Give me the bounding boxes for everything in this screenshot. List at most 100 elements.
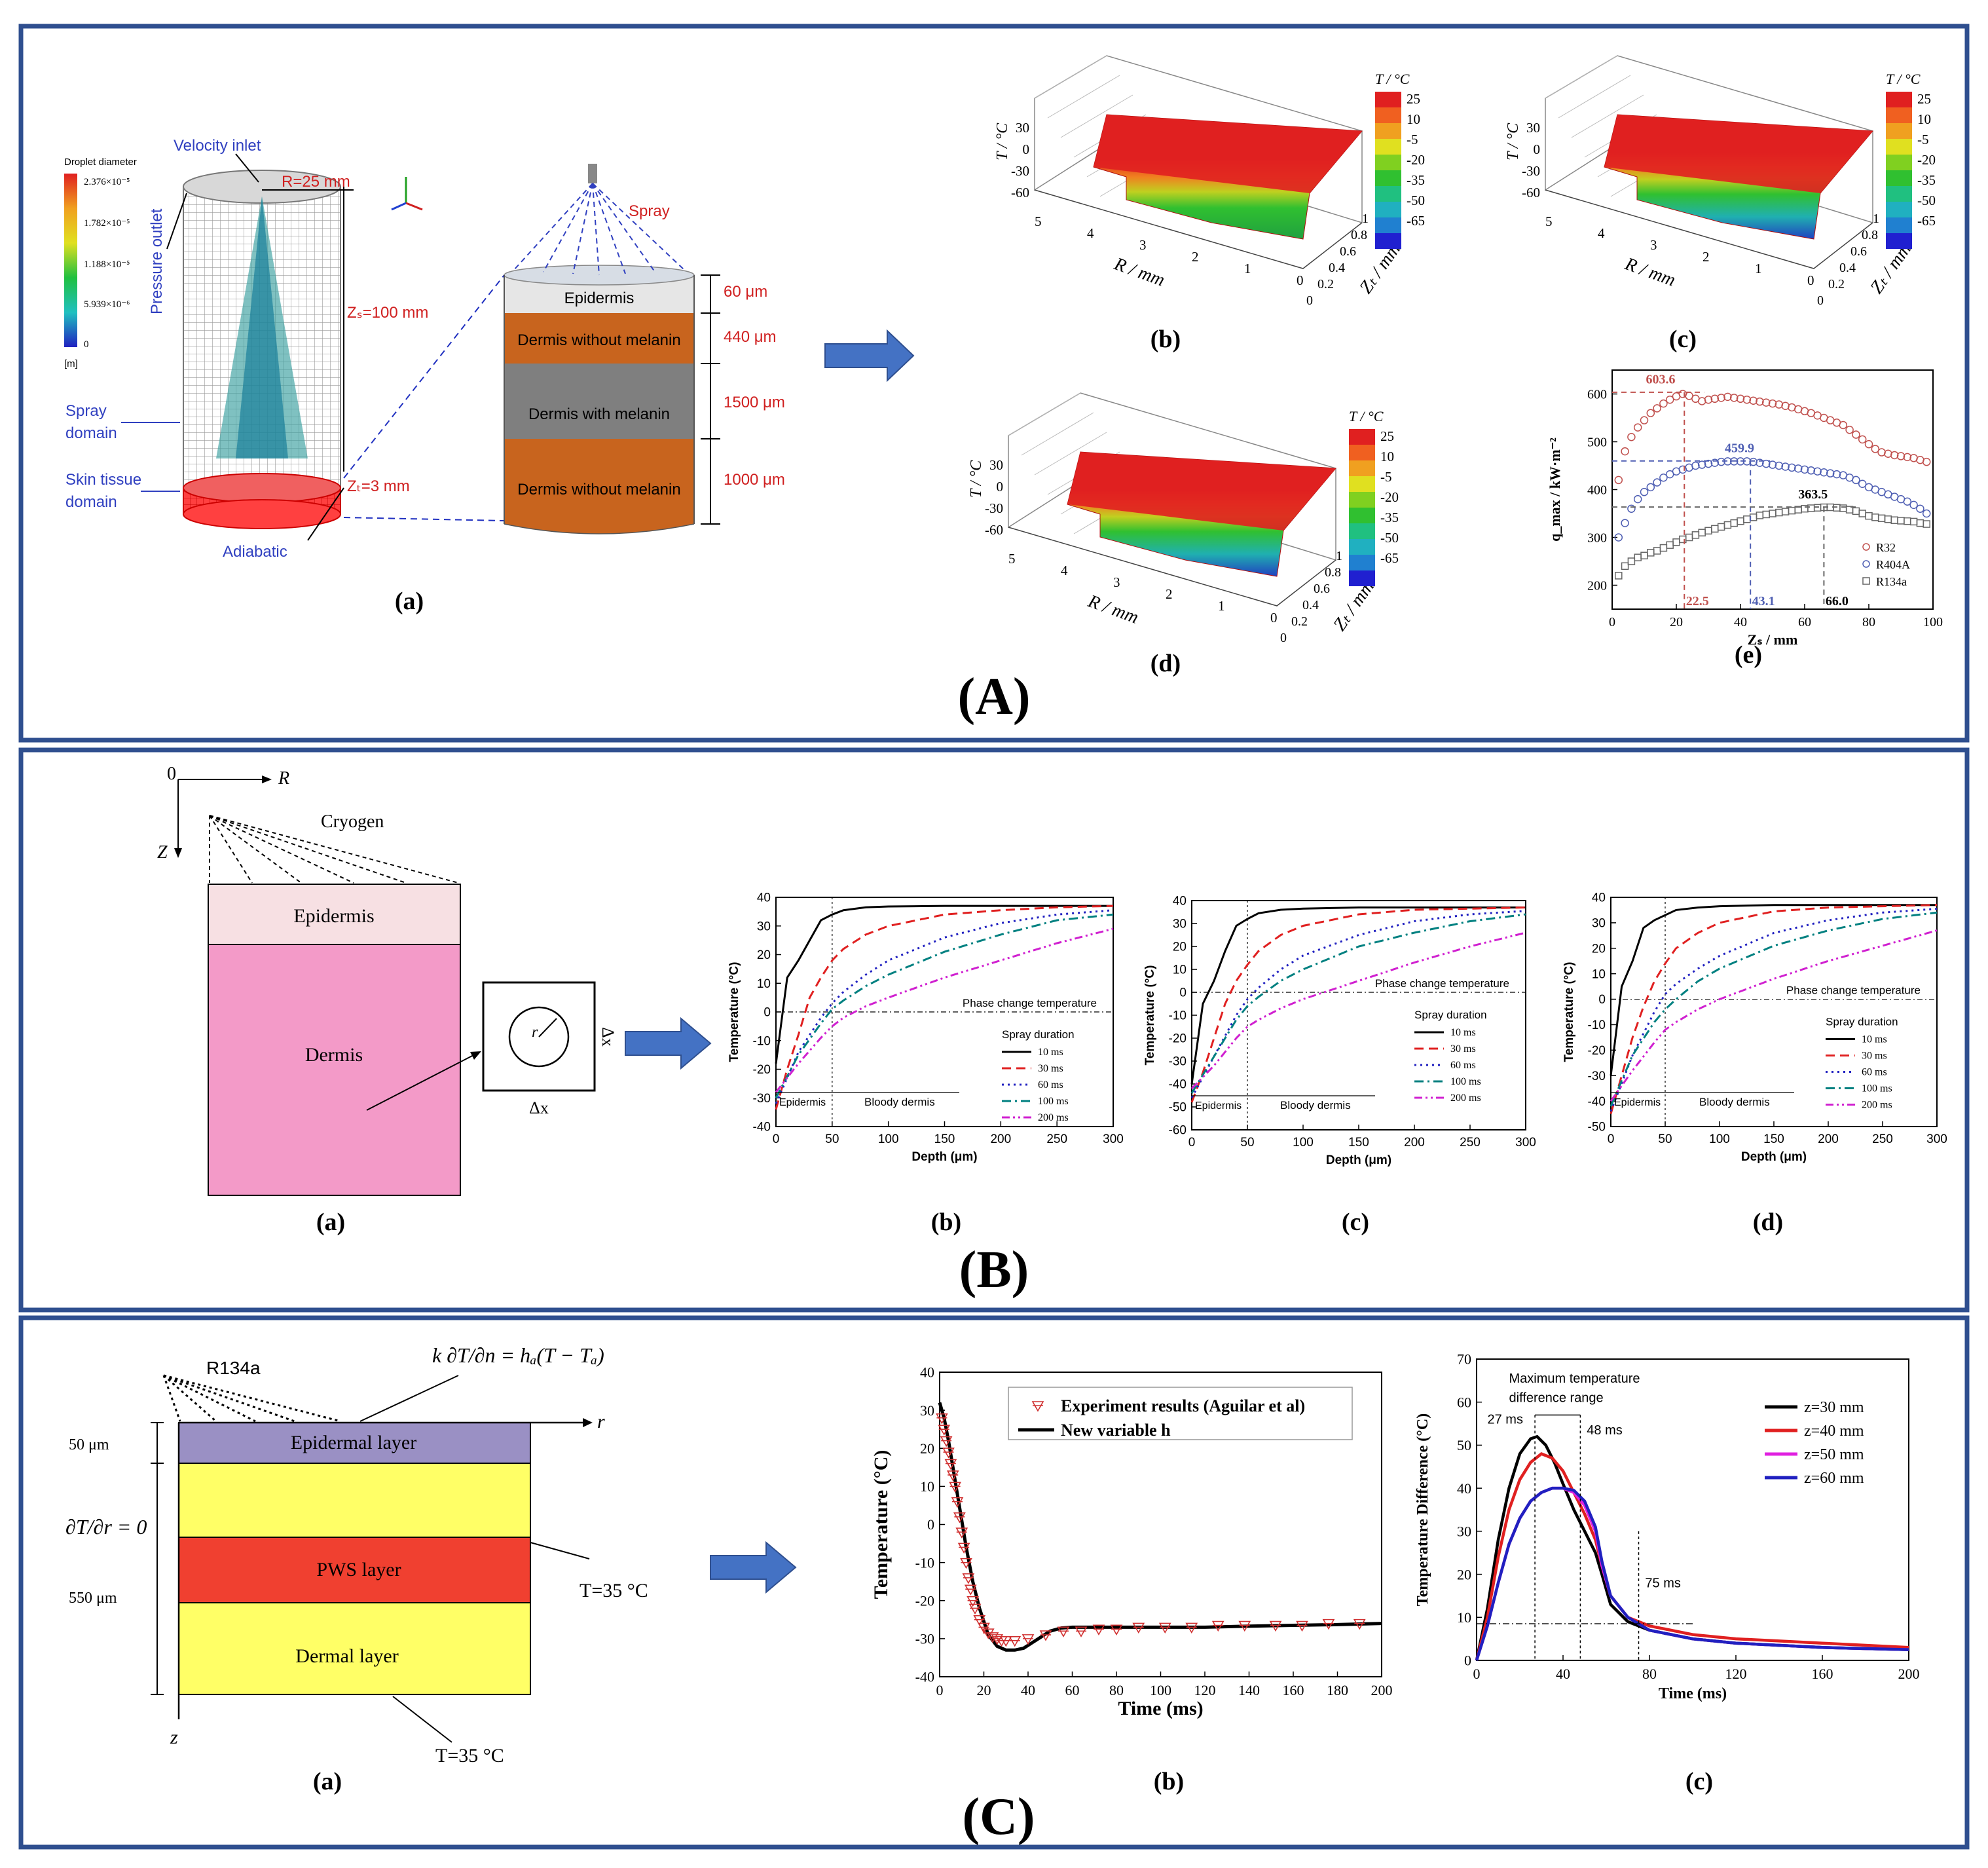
colorbar-tick: -50	[1407, 193, 1425, 208]
y-axis-label: Temperature Difference (°C)	[1414, 1413, 1431, 1606]
t-tick: 30	[989, 457, 1003, 473]
x-tick-label: 50	[1240, 1136, 1254, 1149]
sub-label-A-2: (b)	[1150, 326, 1181, 353]
y-tick-label: 10	[1173, 963, 1187, 977]
surface-floor	[1034, 189, 1363, 269]
legend-box	[1008, 1387, 1353, 1440]
y-tick-label: -40	[1588, 1095, 1606, 1109]
r134a-spray-lines	[162, 1374, 341, 1423]
z-tick: 0	[1306, 293, 1313, 308]
r-tick: 2	[1703, 249, 1710, 265]
radius-symbol: r	[532, 1024, 538, 1041]
experiment-point	[951, 1497, 964, 1508]
series-z=40 mm	[1475, 1452, 1909, 1661]
radius-label: R=25 mm	[282, 173, 350, 191]
r134a-point	[1833, 504, 1841, 512]
y-tick-label: 30	[920, 1402, 934, 1419]
series-100-ms	[1610, 911, 1938, 1107]
z-tick: 1	[1362, 212, 1369, 226]
annotation-title: difference range	[1509, 1391, 1604, 1406]
r-tick: 2	[1192, 249, 1199, 265]
r404a-point	[1826, 469, 1835, 477]
origin-label: 0	[167, 764, 176, 784]
colorbar-segment	[1375, 123, 1401, 139]
experiment-point	[1238, 1620, 1251, 1632]
series-z=60 mm	[1475, 1486, 1909, 1661]
chart-C-c: 0 40 80 120 160 200 0 10 20 30 40 50 60 70 Time (ms) Te…	[1414, 1351, 1920, 1702]
r32-point	[1852, 430, 1860, 439]
colorbar-tick: -35	[1917, 172, 1936, 188]
experiment-point	[1269, 1620, 1282, 1632]
y-tick-label: -30	[915, 1631, 934, 1647]
colorbar-segment	[1886, 186, 1912, 202]
panel-label-C: (C)	[962, 1788, 1035, 1846]
r134a-point	[1916, 519, 1924, 527]
y-tick-label: -20	[1169, 1032, 1187, 1046]
colorbar-segment	[1886, 107, 1912, 123]
r404a-point	[1614, 533, 1623, 542]
x-tick-label: 100	[878, 1132, 899, 1146]
colorbar-tick: -35	[1407, 172, 1425, 188]
x-tick-label: 160	[1283, 1682, 1304, 1698]
r134a-point	[1647, 549, 1655, 557]
y-tick-label: -40	[915, 1669, 934, 1685]
experiment-point	[944, 1459, 957, 1470]
r404a-point	[1640, 487, 1649, 496]
r134a-point	[1884, 515, 1892, 523]
experiment-point	[973, 1615, 986, 1626]
phase-change-label: Phase change temperature	[1786, 984, 1921, 997]
skin-layer-stack	[504, 265, 695, 534]
y-tick-label: 20	[757, 948, 771, 962]
colorbar-segment	[1886, 202, 1912, 217]
r404a-point	[1903, 497, 1912, 506]
r-axis-label: R / mm	[1111, 253, 1168, 291]
z-tick: 1	[1336, 549, 1342, 563]
layer-dermis-no-melanin-2: Dermis without melanin	[517, 481, 680, 498]
zs-label: Zₛ=100 mm	[347, 304, 428, 322]
colorbar-tick: -20	[1407, 152, 1425, 168]
epidermis-block	[208, 884, 461, 945]
r32-point	[1768, 399, 1777, 408]
dermis-upper-layer	[178, 1463, 531, 1538]
x-tick-label: 100	[1923, 615, 1943, 629]
x-tick-label: 200	[990, 1132, 1011, 1146]
legend-label: 30 ms	[1862, 1051, 1887, 1062]
boundary-equation: k ∂T/∂n = hₐ(T − Tₐ)	[432, 1343, 604, 1367]
x-tick-label: 250	[1872, 1132, 1893, 1146]
r32-point	[1871, 445, 1880, 453]
z-tick: 0.2	[1317, 277, 1334, 291]
experiment-point	[1075, 1626, 1088, 1637]
gridline	[1571, 94, 1644, 138]
gridline	[1021, 412, 1094, 456]
t-axis-label: T / °C	[968, 460, 985, 498]
legend-label: z=60 mm	[1804, 1470, 1864, 1487]
x-axis-label: Depth (μm)	[1741, 1150, 1807, 1164]
y-axis-label: q_max / kW·m⁻²	[1547, 438, 1563, 542]
z-tick: 0.2	[1828, 277, 1845, 291]
phase-change-label: Phase change temperature	[963, 997, 1097, 1009]
droplet-colorbar	[64, 174, 77, 347]
r134a-point	[1704, 527, 1712, 535]
r32-point	[1723, 392, 1732, 402]
r404a-point	[1659, 474, 1668, 482]
y-tick-label: 30	[757, 920, 771, 933]
sub-label-A-a: (a)	[395, 588, 424, 615]
r134a-point	[1737, 517, 1744, 525]
y-axis-label: Temperature (°C)	[870, 1450, 892, 1599]
experiment-point	[946, 1470, 959, 1482]
annotation-27: 27 ms	[1488, 1413, 1523, 1427]
experiment-point	[957, 1542, 970, 1554]
r32-point	[1704, 396, 1713, 404]
y-axis-label: Temperature (°C)	[1143, 965, 1157, 1066]
droplet-tick: 1.188×10⁻⁵	[84, 259, 130, 270]
droplet-colorbar-title: Droplet diameter	[64, 157, 137, 168]
y-tick-label: 60	[1457, 1394, 1471, 1410]
layer-dermis-no-melanin-1: Dermis without melanin	[517, 331, 680, 349]
legend-label: 200 ms	[1038, 1112, 1069, 1123]
r-tick: 4	[1061, 563, 1068, 578]
colorbar-segment	[1349, 460, 1375, 476]
thickness-1000: 1000 μm	[724, 471, 785, 489]
r134a-point	[1775, 508, 1783, 517]
legend-label: 100 ms	[1038, 1096, 1069, 1107]
